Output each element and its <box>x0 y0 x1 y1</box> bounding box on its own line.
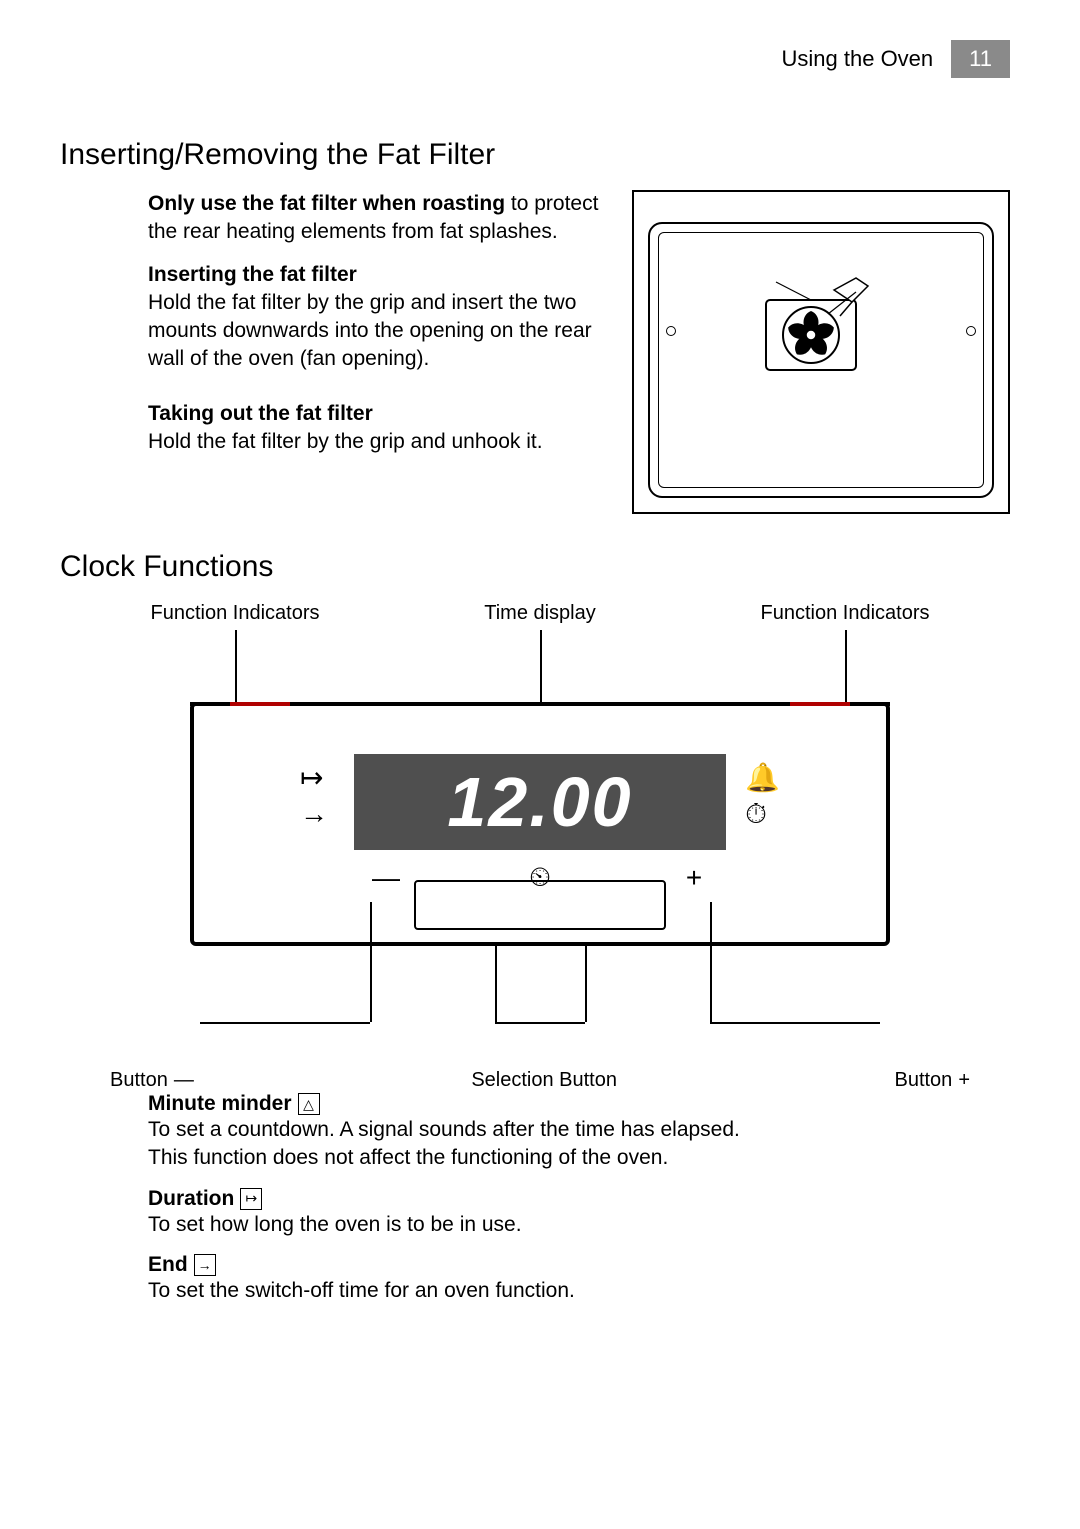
bottom-label-right-glyph: + <box>958 1069 970 1092</box>
lead-line <box>200 1022 370 1024</box>
header-section-title: Using the Oven <box>782 46 934 72</box>
insert-body: Hold the fat filter by the grip and inse… <box>148 289 606 374</box>
oven-mount-right-icon <box>966 326 976 336</box>
clock-diagram: Function Indicators Time display Functio… <box>130 602 950 1062</box>
fn-minute-minder: Minute minder △ To set a countdown. A si… <box>148 1092 1010 1173</box>
fn-title-row: Duration ↦ <box>148 1187 1010 1211</box>
bottom-label-button-minus: Button — <box>110 1069 194 1092</box>
lead-line <box>495 946 497 1022</box>
fn-duration: Duration ↦ To set how long the oven is t… <box>148 1187 1010 1239</box>
display-unit: ↦ → 12.00 🔔 ⏱ — ⏲ + <box>190 702 890 946</box>
minute-minder-indicator-icon: 🔔 <box>745 760 780 796</box>
clock-functions-heading: Clock Functions <box>60 550 1010 584</box>
lead-line <box>710 1022 880 1024</box>
fat-filter-row: Only use the fat filter when roasting to… <box>70 190 1010 514</box>
end-icon: → <box>194 1254 216 1276</box>
bottom-label-button-plus: Button + <box>894 1069 970 1092</box>
fat-filter-text-column: Only use the fat filter when roasting to… <box>70 190 606 514</box>
fn-title-text: Duration <box>148 1187 234 1211</box>
fn-title-row: Minute minder △ <box>148 1092 1010 1116</box>
lead-line <box>495 1022 585 1024</box>
end-indicator-icon: → <box>300 796 328 832</box>
top-label-center: Time display <box>440 602 640 625</box>
fan-filter-icon <box>756 272 886 387</box>
function-indicators-right: 🔔 ⏱ <box>745 760 780 833</box>
fn-title-text: End <box>148 1253 188 1277</box>
fn-title-text: Minute minder <box>148 1092 292 1116</box>
page-number-badge: 11 <box>951 40 1010 78</box>
plus-button-icon: + <box>672 862 716 894</box>
clock-bottom-labels: Button — Selection Button Button + <box>110 1069 970 1092</box>
time-display: 12.00 <box>354 754 726 850</box>
minus-button-icon: — <box>364 862 408 894</box>
page-header: Using the Oven 11 <box>70 40 1010 78</box>
lead-line <box>710 902 712 1022</box>
fn-end: End → To set the switch-off time for an … <box>148 1253 1010 1305</box>
bottom-label-right-text: Button <box>894 1069 952 1092</box>
lead-line <box>370 902 372 1022</box>
function-definitions: Minute minder △ To set a countdown. A si… <box>70 1092 1010 1305</box>
fn-desc: To set a countdown. A signal sounds afte… <box>148 1116 1010 1173</box>
remove-body: Hold the fat filter by the grip and unho… <box>148 428 606 456</box>
fn-desc: To set the switch-off time for an oven f… <box>148 1277 1010 1305</box>
top-label-left: Function Indicators <box>130 602 340 625</box>
top-label-right: Function Indicators <box>740 602 950 625</box>
remove-subheading: Taking out the fat filter <box>148 402 606 426</box>
bottom-label-selection: Selection Button <box>471 1069 617 1092</box>
clock-indicator-icon: ⏱ <box>745 796 780 832</box>
function-indicators-left: ↦ → <box>300 760 328 833</box>
fat-filter-heading: Inserting/Removing the Fat Filter <box>60 138 1010 172</box>
display-accent-line <box>190 702 890 706</box>
fn-desc: To set how long the oven is to be in use… <box>148 1211 1010 1239</box>
bottom-label-left-glyph: — <box>174 1069 194 1092</box>
bottom-label-left-text: Button <box>110 1069 168 1092</box>
minute-minder-icon: △ <box>298 1093 320 1115</box>
oven-mount-left-icon <box>666 326 676 336</box>
insert-subheading: Inserting the fat filter <box>148 263 606 287</box>
duration-indicator-icon: ↦ <box>300 760 328 796</box>
oven-diagram <box>632 190 1010 514</box>
fat-filter-intro-bold: Only use the fat filter when roasting <box>148 192 505 215</box>
fat-filter-intro: Only use the fat filter when roasting to… <box>148 190 606 247</box>
display-bottom-box <box>414 880 666 930</box>
duration-icon: ↦ <box>240 1188 262 1210</box>
lead-line <box>585 946 587 1022</box>
clock-top-labels: Function Indicators Time display Functio… <box>130 602 950 625</box>
fn-title-row: End → <box>148 1253 1010 1277</box>
